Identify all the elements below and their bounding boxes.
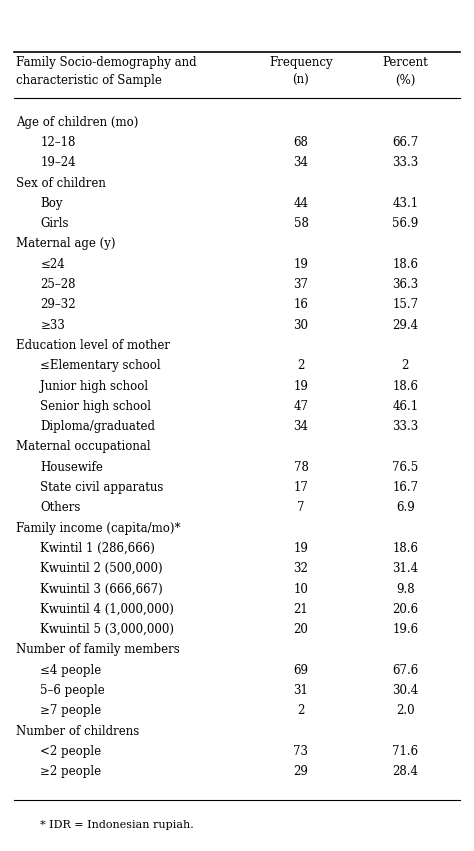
Text: Family income (capita/mo)*: Family income (capita/mo)* xyxy=(16,522,181,534)
Text: 18.6: 18.6 xyxy=(392,380,418,392)
Text: Boy: Boy xyxy=(40,197,63,210)
Text: 30.4: 30.4 xyxy=(392,684,419,697)
Text: Maternal occupational: Maternal occupational xyxy=(16,441,151,454)
Text: 28.4: 28.4 xyxy=(392,765,418,779)
Text: 33.3: 33.3 xyxy=(392,157,419,169)
Text: 68: 68 xyxy=(293,136,309,149)
Text: 33.3: 33.3 xyxy=(392,420,419,433)
Text: 58: 58 xyxy=(293,217,309,230)
Text: Percent
(%): Percent (%) xyxy=(383,56,428,87)
Text: ≥7 people: ≥7 people xyxy=(40,705,101,717)
Text: Age of children (mo): Age of children (mo) xyxy=(16,116,138,129)
Text: 16.7: 16.7 xyxy=(392,481,419,494)
Text: 30: 30 xyxy=(293,318,309,332)
Text: <2 people: <2 people xyxy=(40,745,101,758)
Text: 56.9: 56.9 xyxy=(392,217,419,230)
Text: ≥33: ≥33 xyxy=(40,318,65,332)
Text: * IDR = Indonesian rupiah.: * IDR = Indonesian rupiah. xyxy=(40,820,194,830)
Text: 2: 2 xyxy=(401,359,409,372)
Text: Maternal age (y): Maternal age (y) xyxy=(16,237,116,250)
Text: 5–6 people: 5–6 people xyxy=(40,684,105,697)
Text: 29.4: 29.4 xyxy=(392,318,419,332)
Text: 71.6: 71.6 xyxy=(392,745,419,758)
Text: 2.0: 2.0 xyxy=(396,705,415,717)
Text: Number of childrens: Number of childrens xyxy=(16,725,139,738)
Text: State civil apparatus: State civil apparatus xyxy=(40,481,164,494)
Text: 69: 69 xyxy=(293,664,309,677)
Text: 18.6: 18.6 xyxy=(392,542,418,555)
Text: 19: 19 xyxy=(293,380,309,392)
Text: 78: 78 xyxy=(293,460,309,474)
Text: 37: 37 xyxy=(293,278,309,291)
Text: 66.7: 66.7 xyxy=(392,136,419,149)
Text: Kwintil 1 (286,666): Kwintil 1 (286,666) xyxy=(40,542,155,555)
Text: 6.9: 6.9 xyxy=(396,501,415,514)
Text: 16: 16 xyxy=(293,299,309,311)
Text: 34: 34 xyxy=(293,420,309,433)
Text: 2: 2 xyxy=(297,705,305,717)
Text: Kwuintil 2 (500,000): Kwuintil 2 (500,000) xyxy=(40,563,163,575)
Text: 15.7: 15.7 xyxy=(392,299,419,311)
Text: 32: 32 xyxy=(293,563,309,575)
Text: 76.5: 76.5 xyxy=(392,460,419,474)
Text: ≤4 people: ≤4 people xyxy=(40,664,101,677)
Text: 31: 31 xyxy=(293,684,309,697)
Text: 36.3: 36.3 xyxy=(392,278,419,291)
Text: Number of family members: Number of family members xyxy=(16,643,180,656)
Text: 43.1: 43.1 xyxy=(392,197,419,210)
Text: 19.6: 19.6 xyxy=(392,623,419,637)
Text: Kwuintil 5 (3,000,000): Kwuintil 5 (3,000,000) xyxy=(40,623,174,637)
Text: 34: 34 xyxy=(293,157,309,169)
Text: 17: 17 xyxy=(293,481,309,494)
Text: 19: 19 xyxy=(293,258,309,271)
Text: 31.4: 31.4 xyxy=(392,563,419,575)
Text: 19: 19 xyxy=(293,542,309,555)
Text: 29–32: 29–32 xyxy=(40,299,76,311)
Text: Education level of mother: Education level of mother xyxy=(16,339,170,352)
Text: 67.6: 67.6 xyxy=(392,664,419,677)
Text: Junior high school: Junior high school xyxy=(40,380,148,392)
Text: Family Socio-demography and
characteristic of Sample: Family Socio-demography and characterist… xyxy=(16,56,197,87)
Text: 73: 73 xyxy=(293,745,309,758)
Text: ≥2 people: ≥2 people xyxy=(40,765,101,779)
Text: 7: 7 xyxy=(297,501,305,514)
Text: 19–24: 19–24 xyxy=(40,157,76,169)
Text: 21: 21 xyxy=(293,603,309,616)
Text: 20: 20 xyxy=(293,623,309,637)
Text: 9.8: 9.8 xyxy=(396,583,415,596)
Text: ≤Elementary school: ≤Elementary school xyxy=(40,359,161,372)
Text: 10: 10 xyxy=(293,583,309,596)
Text: 25–28: 25–28 xyxy=(40,278,76,291)
Text: 44: 44 xyxy=(293,197,309,210)
Text: 18.6: 18.6 xyxy=(392,258,418,271)
Text: 12–18: 12–18 xyxy=(40,136,76,149)
Text: Senior high school: Senior high school xyxy=(40,400,151,413)
Text: 46.1: 46.1 xyxy=(392,400,419,413)
Text: Sex of children: Sex of children xyxy=(16,176,106,190)
Text: ≤24: ≤24 xyxy=(40,258,65,271)
Text: Housewife: Housewife xyxy=(40,460,103,474)
Text: 47: 47 xyxy=(293,400,309,413)
Text: 20.6: 20.6 xyxy=(392,603,419,616)
Text: Kwuintil 3 (666,667): Kwuintil 3 (666,667) xyxy=(40,583,163,596)
Text: Others: Others xyxy=(40,501,81,514)
Text: 2: 2 xyxy=(297,359,305,372)
Text: Diploma/graduated: Diploma/graduated xyxy=(40,420,155,433)
Text: Kwuintil 4 (1,000,000): Kwuintil 4 (1,000,000) xyxy=(40,603,174,616)
Text: Frequency
(n): Frequency (n) xyxy=(269,56,333,87)
Text: Girls: Girls xyxy=(40,217,69,230)
Text: 29: 29 xyxy=(293,765,309,779)
